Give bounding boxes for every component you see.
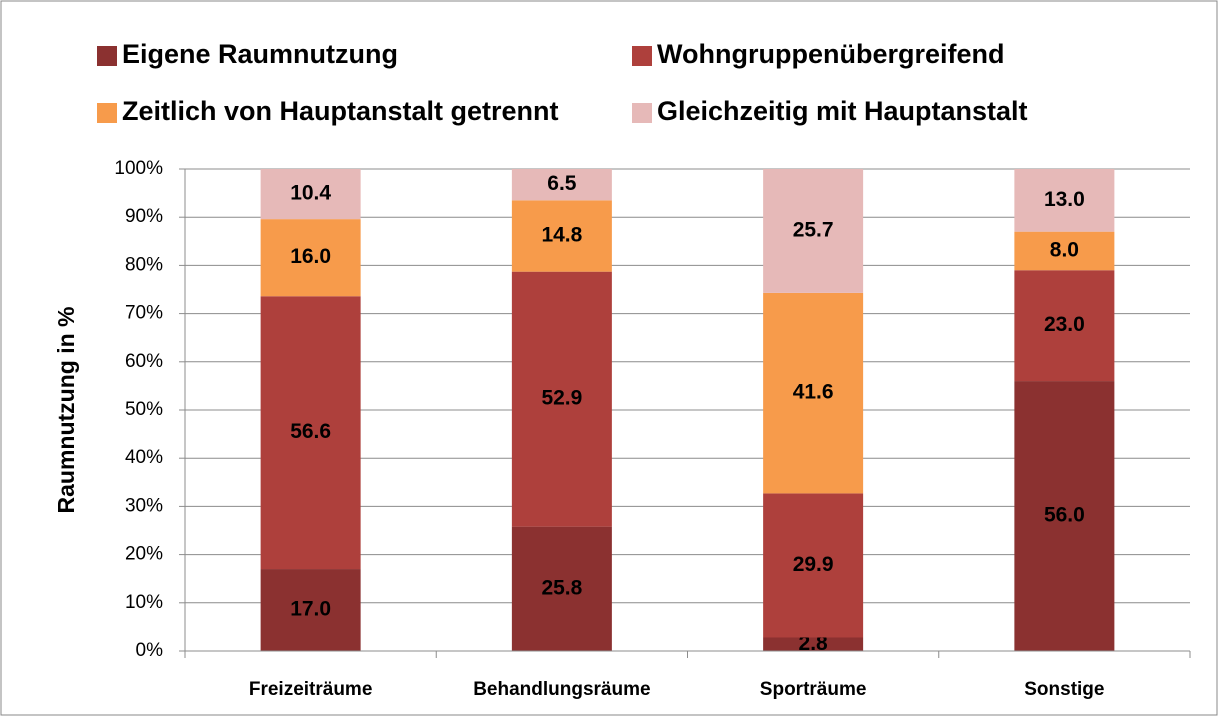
value-label: 6.5 — [547, 172, 577, 195]
y-axis-label: Raumnutzung in % — [53, 307, 79, 514]
y-tick-label: 0% — [136, 640, 164, 661]
value-label: 25.7 — [793, 218, 834, 241]
bar-segment — [260, 219, 361, 297]
y-tick-label: 20% — [125, 544, 163, 565]
value-label: 52.9 — [541, 387, 582, 410]
value-label: 41.6 — [793, 381, 834, 404]
y-tick-label: 40% — [125, 447, 163, 468]
y-tick-label: 30% — [125, 495, 163, 516]
y-tick-label: 100% — [114, 158, 163, 179]
value-label: 56.6 — [290, 420, 331, 443]
value-label: 16.0 — [290, 245, 331, 268]
value-label: 25.8 — [541, 576, 582, 599]
bar-segment — [260, 569, 361, 651]
bar-segment — [763, 292, 864, 494]
bar-segment — [260, 296, 361, 570]
bar-segment — [763, 493, 864, 638]
bar-segment — [1014, 381, 1115, 651]
value-label: 56.0 — [1044, 504, 1085, 527]
bar-segment — [1014, 169, 1115, 232]
bar-segment — [260, 169, 361, 220]
bar-segment — [511, 169, 612, 201]
legend-swatch — [632, 46, 652, 66]
x-tick-label: Sporträume — [760, 679, 867, 700]
bar-segment — [763, 637, 864, 651]
legend-label: Gleichzeitig mit Hauptanstalt — [657, 96, 1028, 126]
legend-swatch — [97, 103, 117, 123]
value-label: 8.0 — [1050, 238, 1079, 261]
y-tick-label: 70% — [125, 303, 163, 324]
value-label: 10.4 — [290, 182, 331, 205]
y-tick-label: 50% — [125, 399, 163, 420]
value-label: 2.8 — [799, 632, 829, 655]
bar-segment — [511, 271, 612, 527]
legend-label: Eigene Raumnutzung — [122, 39, 398, 69]
y-tick-label: 10% — [125, 592, 163, 613]
legend-swatch — [632, 103, 652, 123]
legend-label: Zeitlich von Hauptanstalt getrennt — [122, 96, 559, 126]
value-label: 23.0 — [1044, 313, 1085, 336]
value-label: 17.0 — [290, 598, 331, 621]
x-tick-label: Sonstige — [1024, 679, 1104, 700]
value-label: 14.8 — [541, 224, 582, 247]
bar-segment — [511, 200, 612, 272]
x-tick-label: Behandlungsräume — [473, 679, 650, 700]
value-label: 13.0 — [1044, 188, 1085, 211]
y-tick-label: 60% — [125, 351, 163, 372]
y-tick-label: 90% — [125, 206, 163, 227]
x-tick-label: Freizeiträume — [249, 679, 373, 700]
legend-label: Wohngruppenübergreifend — [657, 39, 1004, 69]
legend-swatch — [97, 46, 117, 66]
bar-segment — [763, 169, 864, 293]
y-tick-label: 80% — [125, 254, 163, 275]
bar-segment — [1014, 270, 1115, 382]
value-label: 29.9 — [793, 553, 834, 576]
bar-segment — [1014, 231, 1115, 271]
bar-segment — [511, 526, 612, 651]
